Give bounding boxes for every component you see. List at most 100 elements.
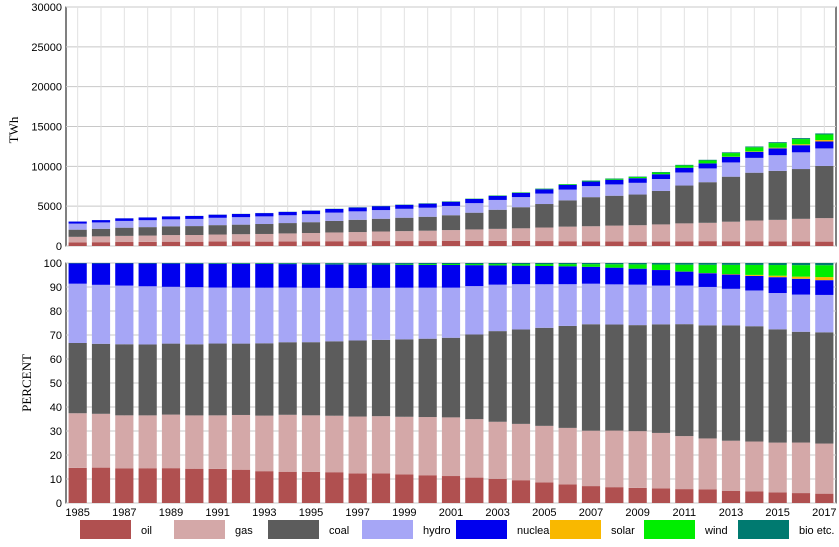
percent-bar-nuclear-1994 [278, 264, 297, 288]
percent-bar-gas-2008 [605, 430, 624, 488]
twh-bar-nuclear-1988 [138, 217, 157, 221]
twh-bar-nuclear-2002 [465, 199, 484, 204]
twh-bar-gas-1985 [68, 236, 87, 243]
percent-bar-nuclear-2008 [605, 267, 624, 285]
percent-bar-bioetc-1996 [325, 263, 344, 264]
percent-y-tick-label: 60 [50, 354, 62, 366]
legend-label-solar: solar [611, 525, 635, 537]
percent-bar-coal-2002 [465, 334, 484, 420]
percent-bar-gas-1986 [91, 413, 111, 468]
percent-y-tick-label: 50 [50, 378, 62, 390]
percent-bar-gas-1997 [348, 416, 367, 474]
twh-bar-nuclear-2004 [511, 192, 531, 198]
percent-y-tick-label: 70 [50, 330, 62, 342]
twh-bar-gas-2004 [511, 228, 531, 241]
twh-bar-wind-2009 [628, 176, 647, 179]
percent-bar-bioetc-2006 [558, 263, 577, 265]
percent-bar-nuclear-2003 [488, 265, 507, 285]
twh-bar-gas-2003 [488, 228, 507, 241]
twh-bar-coal-2015 [768, 170, 787, 220]
twh-bar-nuclear-2014 [745, 151, 764, 158]
percent-bar-nuclear-1999 [395, 264, 414, 288]
x-tick-label: 2003 [485, 507, 509, 519]
x-tick-label: 2011 [673, 507, 697, 519]
twh-bar-wind-2010 [651, 172, 671, 175]
percent-bar-bioetc-1997 [348, 263, 367, 264]
twh-bar-gas-2000 [418, 230, 437, 242]
percent-bar-hydro-1999 [395, 287, 414, 340]
percent-bar-hydro-2009 [628, 284, 647, 326]
twh-bar-hydro-2017 [815, 148, 834, 166]
twh-bar-gas-1991 [208, 234, 227, 242]
twh-y-tick-label: 10000 [31, 161, 62, 173]
legend: oil gas coal hydro nuclear solar wind bio etc. [80, 520, 834, 539]
twh-bar-coal-1988 [138, 227, 157, 236]
twh-bar-oil-2002 [465, 240, 484, 246]
twh-bar-coal-1986 [91, 228, 111, 237]
percent-bar-coal-1997 [348, 340, 367, 417]
twh-bar-oil-2012 [698, 241, 717, 246]
percent-bar-oil-2015 [768, 492, 787, 503]
twh-bar-bioetc-2017 [815, 133, 834, 135]
twh-bar-oil-2006 [558, 241, 577, 246]
twh-bar-coal-2011 [675, 185, 694, 224]
percent-bar-hydro-2015 [768, 293, 787, 330]
percent-bar-oil-1988 [138, 468, 157, 503]
percent-bar-nuclear-2017 [815, 280, 834, 295]
twh-bar-coal-1995 [301, 222, 321, 234]
percent-bar-nuclear-2001 [441, 264, 461, 288]
percent-bar-oil-2011 [675, 489, 694, 503]
x-tick-label: 1995 [299, 507, 323, 519]
twh-bar-nuclear-2012 [698, 163, 717, 169]
twh-y-tick-label: 5000 [38, 201, 62, 213]
percent-bar-oil-1996 [325, 472, 344, 503]
percent-bar-oil-2013 [721, 490, 741, 503]
legend-swatch-bioetc [738, 520, 789, 539]
percent-bar-oil-2001 [441, 476, 461, 503]
twh-bar-wind-2008 [605, 178, 624, 180]
percent-bar-bioetc-2007 [581, 263, 601, 265]
x-axis-ticks: 1985 1987 1989 1991 1993 1995 1997 1999 2001 2003… [65, 507, 836, 519]
twh-bar-gas-2012 [698, 222, 717, 242]
percent-bar-wind-2010 [651, 264, 671, 270]
twh-bar-oil-1994 [278, 241, 297, 246]
percent-bar-wind-2012 [698, 264, 717, 273]
percent-bar-bioetc-2005 [535, 263, 554, 265]
twh-bar-oil-2009 [628, 241, 647, 246]
percent-bar-coal-2007 [581, 324, 601, 431]
twh-bar-oil-2004 [511, 240, 531, 246]
percent-bar-hydro-2001 [441, 287, 461, 338]
percent-bar-oil-1989 [161, 468, 181, 503]
twh-bar-gas-1994 [278, 233, 297, 242]
twh-bar-nuclear-1998 [371, 206, 391, 211]
percent-bar-coal-1999 [395, 339, 414, 417]
twh-bar-nuclear-2011 [675, 167, 694, 173]
percent-bar-nuclear-2010 [651, 270, 671, 286]
twh-bar-nuclear-2005 [535, 189, 554, 194]
twh-bar-wind-2014 [745, 147, 764, 152]
twh-bar-oil-2003 [488, 240, 507, 246]
x-tick-label: 1991 [205, 507, 229, 519]
twh-bar-gas-2008 [605, 225, 624, 242]
twh-bar-nuclear-1995 [301, 210, 321, 215]
percent-bar-nuclear-2013 [721, 274, 741, 289]
twh-bar-gas-1990 [185, 235, 204, 242]
legend-swatch-nuclear [456, 520, 507, 539]
twh-bar-nuclear-1993 [255, 213, 274, 217]
percent-bar-hydro-1997 [348, 288, 367, 341]
percent-bar-coal-2008 [605, 324, 624, 431]
percent-bar-solar-2013 [721, 274, 741, 275]
twh-bar-nuclear-2003 [488, 195, 507, 200]
percent-bar-hydro-2012 [698, 286, 717, 326]
twh-bar-gas-1993 [255, 233, 274, 242]
percent-bar-oil-1987 [115, 468, 134, 503]
percent-bar-bioetc-2017 [815, 263, 834, 266]
twh-bar-oil-1999 [395, 241, 414, 246]
twh-panel: 0 5000 10000 15000 20000 25000 30000 [31, 2, 837, 253]
percent-bar-coal-2017 [815, 332, 834, 444]
twh-bar-oil-1991 [208, 241, 227, 246]
legend-label-gas: gas [235, 525, 253, 537]
percent-bar-oil-1999 [395, 474, 414, 503]
percent-bar-gas-1993 [255, 415, 274, 472]
